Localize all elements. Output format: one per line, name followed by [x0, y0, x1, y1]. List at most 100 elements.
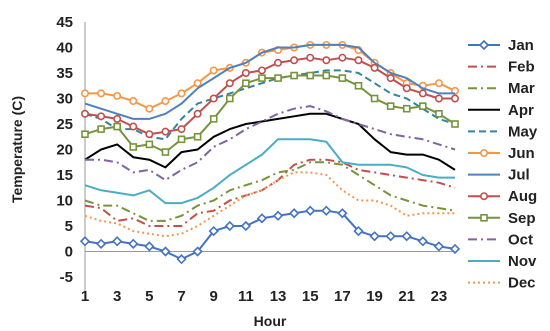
y-tick-label: 5 — [65, 218, 73, 235]
data-point-sep — [370, 94, 379, 103]
data-point-aug — [97, 112, 106, 121]
series-line-mar — [84, 161, 456, 222]
y-axis-label: Temperature (C) — [9, 96, 25, 203]
legend-marker — [479, 192, 488, 201]
data-point-sep — [161, 148, 170, 156]
data-point-sep — [419, 102, 427, 110]
series-line-dec — [84, 171, 455, 238]
legend-label: Sep — [508, 210, 536, 227]
data-point-aug — [306, 53, 315, 62]
series-mar — [84, 161, 456, 222]
legend-label: Feb — [508, 59, 535, 76]
data-point-sep — [242, 79, 250, 87]
data-point-aug — [434, 94, 443, 103]
series-aug — [81, 53, 459, 139]
data-point-sep — [193, 132, 202, 141]
data-point-jun — [129, 97, 138, 106]
legend-marker — [478, 39, 490, 51]
data-point-jan — [240, 220, 252, 232]
legend-item-nov: Nov — [468, 253, 537, 270]
legend-item-sep: Sep — [468, 210, 536, 227]
data-point-aug — [370, 63, 379, 72]
data-point-aug — [145, 130, 154, 139]
series-sep — [81, 71, 459, 156]
legend: Jan Feb Mar Apr May Jun Jul Aug Sep Oct Nov Dec — [468, 37, 538, 292]
data-point-aug — [129, 122, 138, 131]
x-axis-label: Hour — [254, 313, 287, 329]
data-point-jun — [81, 89, 90, 98]
data-point-sep — [129, 143, 138, 151]
data-point-sep — [209, 115, 218, 123]
legend-label: Jul — [508, 167, 530, 184]
data-point-sep — [81, 130, 89, 138]
data-point-aug — [322, 56, 331, 65]
y-tick-label: 20 — [56, 142, 73, 159]
x-tick-label: 15 — [302, 288, 319, 305]
series-line-feb — [84, 158, 456, 227]
y-tick-label: 15 — [56, 167, 73, 184]
data-point-jun — [434, 79, 443, 88]
y-tick-label: -5 — [60, 269, 73, 286]
x-tick-label: 19 — [366, 288, 383, 305]
data-point-jun — [161, 97, 170, 106]
data-point-jan — [256, 213, 268, 224]
x-tick-labels: 1 3 5 7 9 11 13 15 17 19 21 23 — [81, 288, 447, 305]
legend-item-jan: Jan — [468, 37, 534, 54]
data-point-aug — [241, 69, 250, 78]
data-point-jan — [305, 205, 316, 216]
data-point-sep — [113, 122, 121, 131]
data-point-aug — [193, 109, 202, 118]
x-tick-label: 5 — [145, 288, 153, 305]
legend-item-may: May — [468, 123, 538, 140]
x-tick-label: 21 — [398, 288, 415, 305]
data-point-aug — [418, 89, 427, 98]
data-point-aug — [402, 84, 411, 93]
legend-label: Dec — [508, 275, 536, 292]
data-point-sep — [354, 81, 363, 90]
x-tick-label: 11 — [238, 288, 254, 305]
data-point-aug — [225, 79, 234, 88]
data-point-jan — [192, 246, 203, 257]
series-oct — [85, 105, 456, 182]
data-point-sep — [274, 74, 282, 82]
series-jul — [84, 43, 455, 120]
y-tick-label: 35 — [56, 65, 73, 82]
y-tick-label: 10 — [56, 193, 73, 210]
series-apr — [84, 112, 456, 171]
x-tick-label: 3 — [113, 288, 121, 305]
series-line-apr — [84, 112, 456, 171]
series-line-nov — [84, 138, 455, 205]
data-point-jan — [337, 208, 348, 219]
legend-item-apr: Apr — [468, 102, 534, 119]
x-tick-label: 1 — [81, 288, 89, 305]
data-point-sep — [322, 71, 331, 80]
data-point-jun — [193, 79, 202, 88]
data-point-sep — [225, 94, 234, 103]
data-point-aug — [354, 56, 363, 65]
data-point-sep — [306, 71, 315, 80]
data-point-aug — [209, 94, 218, 103]
y-tick-label: 40 — [56, 40, 73, 57]
legend-item-mar: Mar — [468, 80, 535, 97]
data-point-jun — [113, 91, 122, 100]
legend-label: Jan — [508, 37, 534, 54]
data-point-jan — [401, 231, 412, 242]
data-point-aug — [177, 125, 186, 134]
data-point-sep — [97, 125, 105, 133]
data-point-sep — [258, 74, 266, 82]
legend-item-oct: Oct — [468, 231, 533, 248]
data-point-aug — [274, 58, 283, 67]
x-tick-label: 23 — [431, 288, 448, 305]
data-point-jan — [433, 241, 445, 252]
data-point-jun — [209, 66, 218, 75]
data-point-jan — [224, 220, 235, 232]
legend-marker — [479, 149, 488, 158]
series-line-jul — [84, 43, 455, 120]
data-point-jan — [208, 225, 219, 237]
legend-label: Apr — [508, 102, 534, 119]
legend-marker — [480, 214, 488, 222]
data-point-sep — [402, 104, 411, 113]
data-point-sep — [435, 110, 443, 118]
data-point-jun — [177, 89, 186, 98]
